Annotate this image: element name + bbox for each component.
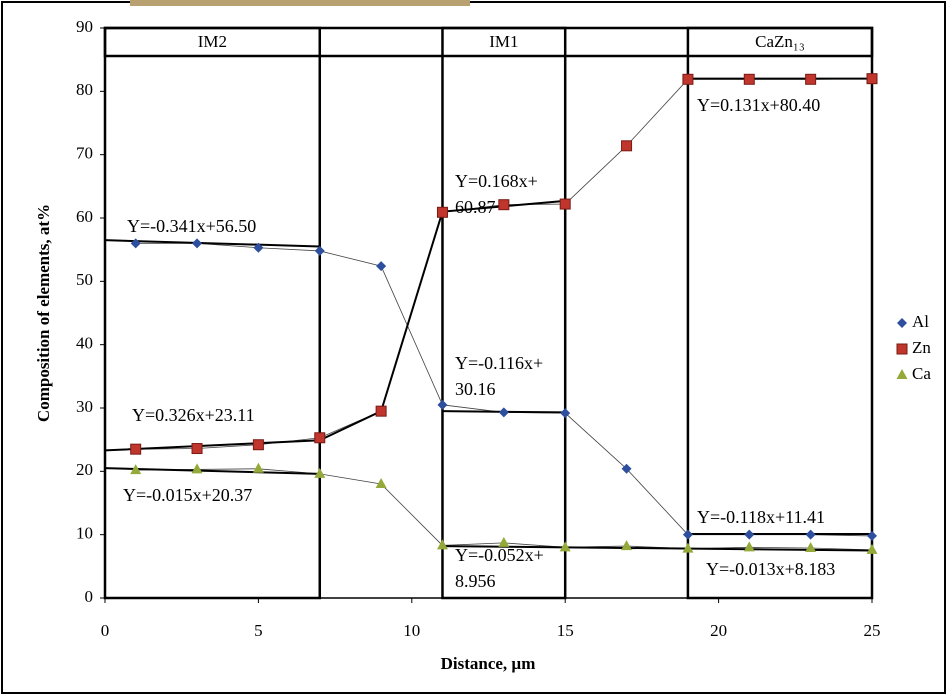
marker-zn bbox=[315, 433, 325, 443]
marker-zn bbox=[867, 74, 877, 84]
equation-label: Y=-0.116x+ bbox=[455, 353, 543, 373]
marker-al bbox=[897, 318, 907, 328]
legend-item: Al bbox=[897, 312, 929, 331]
legend-label: Zn bbox=[912, 338, 931, 357]
x-tick-label: 5 bbox=[254, 621, 263, 640]
legend-item: Zn bbox=[897, 338, 931, 357]
x-tick-label: 15 bbox=[557, 621, 574, 640]
y-tick-label: 50 bbox=[76, 270, 93, 289]
x-tick-label: 10 bbox=[403, 621, 420, 640]
y-tick-label: 70 bbox=[76, 144, 93, 163]
marker-ca bbox=[744, 541, 755, 551]
equation-label: 30.16 bbox=[455, 379, 496, 399]
chart: Distance, µm Composition of elements, at… bbox=[0, 0, 948, 696]
cropped-image bbox=[130, 0, 470, 6]
marker-ca bbox=[437, 539, 448, 549]
equation-label: Y=-0.013x+8.183 bbox=[706, 559, 835, 579]
x-tick-label: 0 bbox=[101, 621, 110, 640]
equation-label: 60.87 bbox=[455, 197, 496, 217]
marker-zn bbox=[253, 440, 263, 450]
region-label: IM2 bbox=[198, 32, 227, 51]
series-line bbox=[136, 79, 872, 450]
legend-label: Ca bbox=[912, 364, 931, 383]
y-tick-label: 20 bbox=[76, 460, 93, 479]
marker-zn bbox=[437, 207, 447, 217]
y-tick-label: 0 bbox=[85, 587, 94, 606]
marker-al bbox=[744, 530, 754, 540]
marker-al bbox=[131, 238, 141, 248]
equation-label: Y=-0.015x+20.37 bbox=[123, 485, 252, 505]
y-axis-title: Composition of elements, at% bbox=[34, 204, 53, 422]
marker-al bbox=[499, 407, 509, 417]
equation-label: 8.956 bbox=[455, 571, 496, 591]
marker-al bbox=[376, 261, 386, 271]
marker-zn bbox=[560, 199, 570, 209]
marker-al bbox=[437, 400, 447, 410]
legend-item: Ca bbox=[897, 364, 932, 383]
marker-ca bbox=[867, 544, 878, 554]
marker-al bbox=[192, 238, 202, 248]
y-tick-label: 90 bbox=[76, 17, 93, 36]
y-tick-label: 30 bbox=[76, 397, 93, 416]
x-tick-label: 25 bbox=[864, 621, 881, 640]
region-box bbox=[105, 28, 320, 598]
marker-zn bbox=[897, 344, 907, 354]
region-box bbox=[442, 28, 565, 598]
marker-al bbox=[315, 246, 325, 256]
y-tick-label: 40 bbox=[76, 334, 93, 353]
x-tick-label: 20 bbox=[710, 621, 727, 640]
equation-label: Y=-0.118x+11.41 bbox=[697, 507, 825, 527]
marker-zn bbox=[744, 74, 754, 84]
equation-label: Y=0.168x+ bbox=[455, 171, 538, 191]
equation-label: Y=-0.052x+ bbox=[455, 545, 544, 565]
marker-zn bbox=[622, 141, 632, 151]
marker-ca bbox=[192, 463, 203, 473]
x-axis-title: Distance, µm bbox=[441, 654, 536, 673]
y-tick-label: 80 bbox=[76, 80, 93, 99]
equation-label: Y=0.131x+80.40 bbox=[697, 95, 820, 115]
marker-al bbox=[806, 530, 816, 540]
legend-label: Al bbox=[912, 312, 929, 331]
region-label: CaZn₁₃ bbox=[755, 32, 805, 51]
marker-zn bbox=[683, 74, 693, 84]
marker-ca bbox=[897, 369, 908, 379]
equation-label: Y=0.326x+23.11 bbox=[132, 405, 255, 425]
marker-ca bbox=[621, 540, 632, 550]
marker-al bbox=[867, 531, 877, 541]
y-tick-label: 10 bbox=[76, 524, 93, 543]
marker-zn bbox=[376, 406, 386, 416]
equation-label: Y=-0.341x+56.50 bbox=[127, 216, 256, 236]
marker-ca bbox=[805, 542, 816, 552]
region-label: IM1 bbox=[489, 32, 518, 51]
marker-zn bbox=[192, 444, 202, 454]
y-tick-label: 60 bbox=[76, 207, 93, 226]
marker-zn bbox=[499, 200, 509, 210]
marker-zn bbox=[806, 74, 816, 84]
marker-ca bbox=[253, 463, 264, 473]
marker-zn bbox=[131, 444, 141, 454]
